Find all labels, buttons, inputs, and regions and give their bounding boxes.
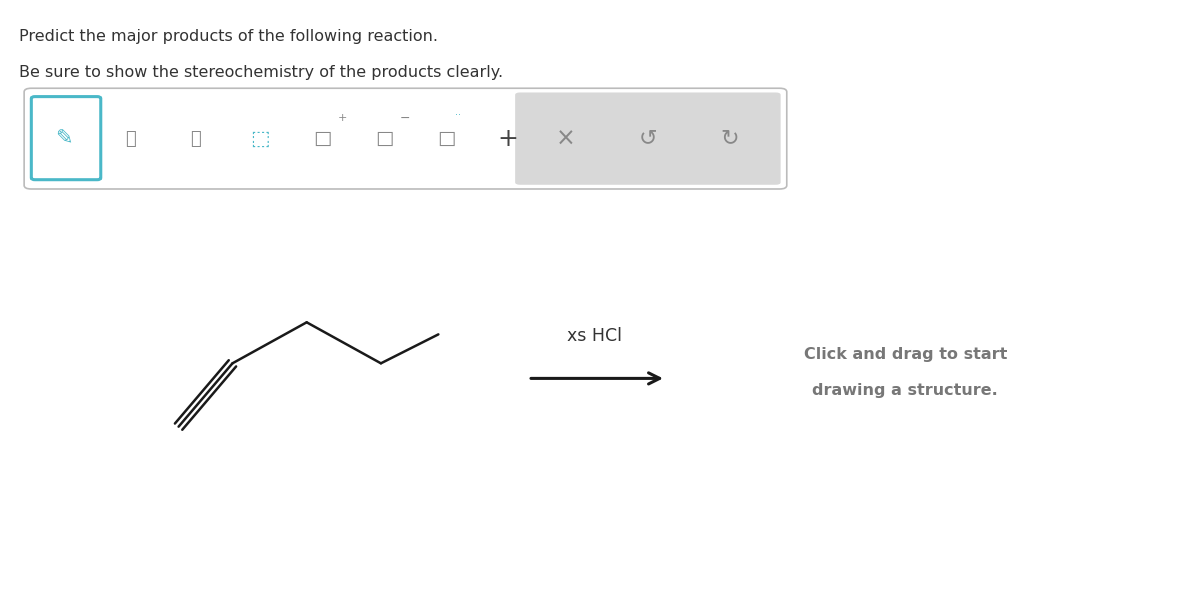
Text: Click and drag to start: Click and drag to start bbox=[804, 347, 1007, 362]
Text: drawing a structure.: drawing a structure. bbox=[812, 383, 998, 398]
Text: □: □ bbox=[376, 129, 394, 148]
Text: □: □ bbox=[438, 129, 456, 148]
Text: ↺: ↺ bbox=[638, 128, 658, 148]
FancyBboxPatch shape bbox=[515, 93, 781, 185]
Text: Predict the major products of the following reaction.: Predict the major products of the follow… bbox=[19, 28, 438, 44]
Text: ⬚: ⬚ bbox=[250, 128, 270, 148]
Text: ↻: ↻ bbox=[720, 128, 739, 148]
FancyBboxPatch shape bbox=[24, 88, 787, 189]
Text: ✋: ✋ bbox=[190, 130, 200, 148]
Text: +: + bbox=[497, 127, 518, 151]
Text: xs HCl: xs HCl bbox=[566, 327, 622, 345]
Text: □: □ bbox=[313, 129, 331, 148]
Text: ⬧: ⬧ bbox=[125, 130, 136, 148]
Text: Be sure to show the stereochemistry of the products clearly.: Be sure to show the stereochemistry of t… bbox=[19, 65, 504, 80]
Text: ··: ·· bbox=[455, 110, 461, 120]
Text: ✎: ✎ bbox=[55, 128, 72, 148]
Text: −: − bbox=[400, 112, 410, 125]
FancyBboxPatch shape bbox=[31, 96, 101, 180]
Text: ×: × bbox=[556, 127, 576, 151]
Text: +: + bbox=[338, 113, 347, 123]
